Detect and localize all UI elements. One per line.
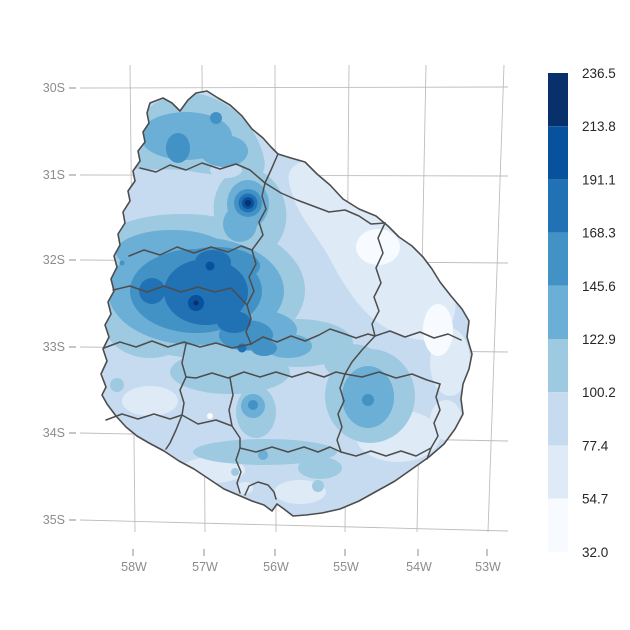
legend-label: 168.3: [582, 226, 616, 241]
y-axis-label: 33S: [43, 340, 65, 354]
boundary-line: [244, 481, 277, 500]
legend-label: 32.0: [582, 545, 608, 560]
contour-level-32-55: [114, 181, 453, 460]
x-axis-label: 57W: [192, 560, 218, 574]
boundary-line: [344, 335, 376, 375]
legend-swatch: [548, 339, 568, 393]
boundary-line: [103, 340, 252, 349]
legend-label: 145.6: [582, 279, 616, 294]
boundary-line: [264, 182, 386, 225]
legend-label: 77.4: [582, 438, 609, 453]
legend-label: 54.7: [582, 492, 608, 507]
legend-swatch: [548, 498, 568, 552]
boundary-line: [105, 413, 183, 421]
y-axis-labels: 30S 31S 32S 33S 34S 35S: [43, 81, 65, 527]
country-outline: [100, 90, 473, 517]
boundary-line: [139, 162, 266, 184]
axis-ticks: [69, 87, 488, 556]
legend-swatch: [548, 126, 568, 180]
legend-colorbar: 236.5 213.8 191.1 168.3 145.6 122.9 100.…: [548, 66, 616, 560]
x-axis-label: 58W: [121, 560, 147, 574]
boundary-line: [128, 245, 253, 257]
legend-swatch: [548, 73, 568, 127]
boundary-line: [374, 330, 462, 341]
boundary-line: [344, 371, 441, 385]
boundary-line: [165, 414, 183, 450]
legend-label: 236.5: [582, 66, 616, 81]
x-axis-label: 55W: [333, 560, 359, 574]
legend-swatch: [548, 232, 568, 286]
x-axis-label: 56W: [263, 560, 289, 574]
graticule-parallel: [79, 519, 509, 532]
boundary-line: [245, 249, 257, 345]
boundary-line: [264, 153, 279, 184]
boundary-line: [251, 182, 267, 251]
y-axis-label: 30S: [43, 81, 65, 95]
legend-swatch: [548, 392, 568, 446]
contour-level-max-cores: [193, 199, 252, 306]
boundary-line: [179, 343, 234, 427]
graticule-meridian: [487, 64, 505, 533]
x-axis-label: 53W: [475, 560, 501, 574]
y-axis-label: 35S: [43, 513, 65, 527]
boundary-line: [231, 425, 342, 453]
y-axis-label: 32S: [43, 253, 65, 267]
department-boundaries: [103, 153, 462, 500]
boundary-line: [336, 373, 346, 453]
x-axis-label: 54W: [406, 560, 432, 574]
boundary-line: [185, 371, 346, 379]
legend-swatch: [548, 285, 568, 339]
legend-swatch: [548, 179, 568, 233]
legend-label: 213.8: [582, 119, 616, 134]
boundary-line: [235, 447, 242, 494]
boundary-line: [340, 447, 432, 457]
graticule-parallel: [79, 86, 509, 89]
x-axis-labels: 58W 57W 56W 55W 54W 53W: [121, 560, 501, 574]
legend-label: 100.2: [582, 385, 616, 400]
boundary-line: [112, 285, 248, 306]
y-axis-label: 34S: [43, 426, 65, 440]
legend-swatch: [548, 445, 568, 499]
boundary-line: [250, 328, 376, 345]
y-axis-label: 31S: [43, 168, 65, 182]
boundary-line: [371, 222, 386, 337]
legend-label: 191.1: [582, 172, 616, 187]
legend-label: 122.9: [582, 332, 616, 347]
contour-level-191-214: [139, 193, 258, 353]
contour-field: [101, 91, 472, 516]
legend-labels: 236.5 213.8 191.1 168.3 145.6 122.9 100.…: [582, 66, 616, 560]
